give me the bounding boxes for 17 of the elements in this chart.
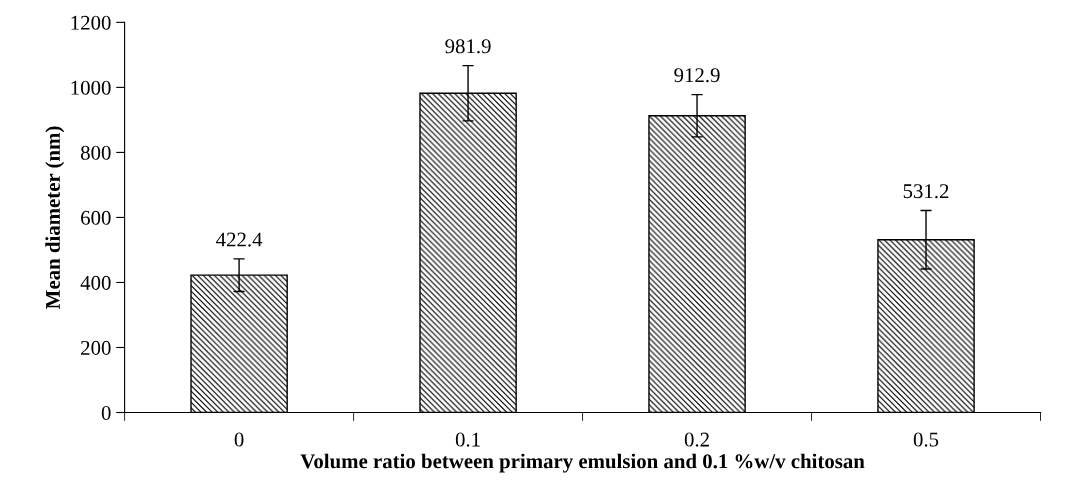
x-tick-label: 0.1 xyxy=(455,432,480,447)
y-tick-label: 1000 xyxy=(71,80,111,95)
x-axis-title: Volume ratio between primary emulsion and 0.1 %w/v chitosan xyxy=(300,453,865,473)
data-label: 531.2 xyxy=(903,184,949,199)
y-axis-title: Mean diameter (nm) xyxy=(45,126,65,309)
y-tick-label: 400 xyxy=(80,275,111,290)
x-tick-label: 0.5 xyxy=(913,432,939,447)
data-label: 981.9 xyxy=(445,39,491,54)
y-tick-label: 800 xyxy=(80,145,111,160)
y-tick-label: 1200 xyxy=(71,15,111,30)
data-label: 422.4 xyxy=(216,232,263,247)
y-tick-label: 0 xyxy=(101,405,111,420)
x-tick-label: 0.2 xyxy=(684,432,709,447)
x-tick-label: 0 xyxy=(234,432,244,447)
data-label: 912.9 xyxy=(674,68,720,83)
y-tick-label: 200 xyxy=(81,340,111,355)
y-tick-label: 600 xyxy=(81,210,111,225)
